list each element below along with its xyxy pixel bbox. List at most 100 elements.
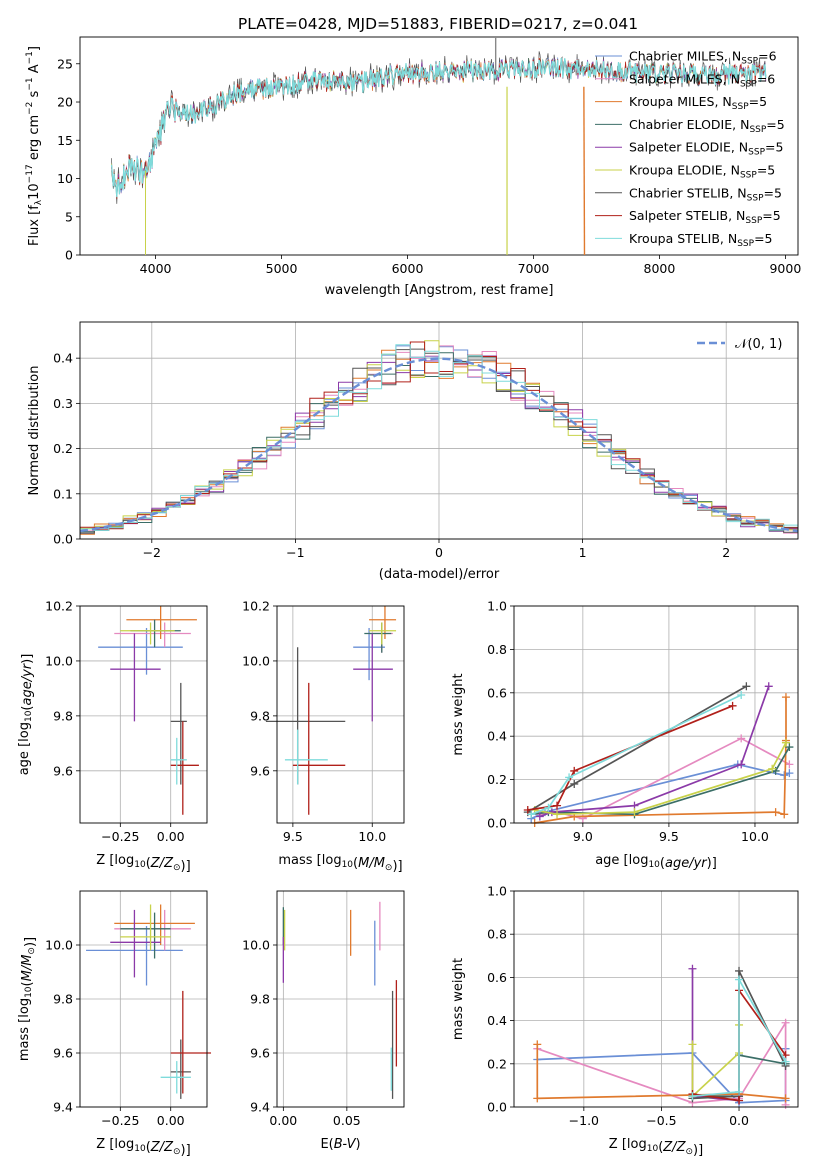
y-tick-label: 20 (57, 95, 73, 110)
residuals-panel: −2 −1 0 1 2 0.0 0.1 0.2 0.3 0.4 𝒩(0, 1) (data-model… (27, 321, 799, 582)
legend-label: Salpeter STELIB, NSSP=5 (629, 208, 781, 226)
legend-label-text: Chabrier STELIB, N (629, 185, 747, 200)
label-part: Z/Z (150, 856, 174, 871)
legend-label-count: =5 (757, 163, 775, 178)
age-vs-mass-panel: 9.5 10.0 9.6 9.8 10.0 10.2 mass [log10(M/M⊙)] (242, 599, 405, 874)
x-tick-label: 9000 (769, 261, 801, 276)
x-tick-label: 7000 (518, 261, 550, 276)
spectrum-line-kroupa-stelib (110, 57, 767, 198)
x-axis-label: Z [log10(Z/Z⊙)] (609, 1137, 703, 1158)
x-tick-label: 1 (579, 545, 587, 560)
y-tick-label: 9.4 (250, 1100, 270, 1115)
series-line-kroupa-stelib (530, 694, 742, 816)
spectrum-panel: 4000 5000 6000 7000 8000 9000 0 5 10 15 20 25 Chabri… (25, 36, 801, 298)
label-part: −1 (25, 77, 35, 90)
label-part: 10 (27, 183, 42, 200)
label-part: ] (398, 859, 403, 874)
label-part: ) (355, 1137, 360, 1152)
label-part: 10 (648, 860, 660, 870)
series-marker-chabrier-miles (780, 771, 789, 780)
series-marker-salpeter-stelib (735, 1096, 744, 1105)
y-tick-label: 25 (57, 56, 73, 71)
x-axis-label: mass [log10(M/M⊙)] (278, 853, 402, 874)
x-axis-label: wavelength [Angstrom, rest frame] (325, 283, 554, 298)
label-part: Z [ (96, 853, 114, 868)
label-part: ) (20, 659, 35, 664)
series-marker-salpeter-miles (785, 760, 794, 769)
label-part: ) (707, 856, 712, 871)
y-tick-label: 10.0 (45, 653, 73, 668)
y-tick-label: 0.0 (53, 532, 73, 547)
y-tick-label: 0 (65, 248, 73, 263)
legend-label: Chabrier ELODIE, NSSP=5 (629, 117, 785, 135)
massweight-vs-age-panel: 9.0 9.5 10.0 0.0 0.2 0.4 0.6 0.8 1.0 age [log10(a… (451, 599, 799, 871)
legend-label-count: =6 (758, 49, 776, 64)
legend-label-text: Salpeter MILES, N (629, 71, 740, 86)
label-part: ( (658, 1140, 663, 1155)
series-marker-chabrier-elodie (785, 743, 794, 752)
series-marker-salpeter-stelib (523, 805, 532, 814)
label-part: Z/Z (150, 1140, 174, 1155)
label-part: age/yr (665, 856, 708, 871)
mass-vs-Z-panel: −0.25 0.009.49.69.810.0Z [log10(Z/Z⊙)]mas… (17, 890, 212, 1158)
label-part: −2 (25, 102, 35, 115)
label-part: log (114, 1137, 134, 1152)
y-tick-label: 0.4 (53, 351, 73, 366)
legend-label-subscript: SSP (740, 171, 757, 181)
series-marker-kroupa-elodie (630, 808, 639, 817)
x-tick-label: −1.0 (569, 1113, 599, 1128)
label-part: ⊙ (27, 947, 37, 955)
label-part: age [ (17, 742, 32, 775)
y-tick-label: 9.8 (250, 992, 270, 1007)
y-tick-label: 15 (57, 133, 73, 148)
label-part: log (629, 853, 649, 868)
series-marker-salpeter-elodie (688, 964, 697, 973)
y-tick-label: 0.0 (487, 1100, 507, 1115)
label-part: −17 (25, 164, 35, 183)
label-part: log (322, 853, 342, 868)
axes-frame (79, 605, 208, 824)
series-marker-kroupa-stelib (737, 690, 746, 699)
axes-frame (276, 605, 405, 824)
label-part: 10 (647, 1144, 659, 1154)
label-part: ] (186, 859, 191, 874)
x-axis-label: Z [log10(Z/Z⊙)] (96, 1137, 190, 1158)
series-marker-kroupa-miles (533, 1094, 542, 1103)
x-tick-label: 9.5 (283, 829, 303, 844)
label-part: ) (181, 1143, 186, 1158)
x-tick-label: 9.5 (659, 829, 679, 844)
massweight-vs-Z-panel: −1.0 −0.5 0.0 0.0 0.2 0.4 0.6 0.8 1.0 Z [log10(Z/… (451, 884, 799, 1158)
y-tick-label: 0.2 (53, 441, 73, 456)
y-axis-label: Flux [fλ10−17 erg cm−2 s−1 A−1] (25, 46, 44, 246)
x-tick-label: −1 (286, 545, 304, 560)
series-marker-kroupa-miles (781, 1094, 790, 1103)
series-marker-kroupa-miles (533, 1040, 542, 1049)
axes-frame (79, 36, 799, 256)
legend-label-text: Kroupa STELIB, N (629, 231, 737, 246)
x-tick-label: 2 (722, 545, 730, 560)
x-tick-label: 0.05 (333, 1113, 361, 1128)
x-tick-label: 4000 (140, 261, 172, 276)
histogram-kroupa-stelib (80, 344, 798, 536)
x-tick-label: 6000 (392, 261, 424, 276)
label-part: ) (23, 942, 38, 947)
x-tick-label: 9.0 (573, 829, 593, 844)
y-tick-label: 1.0 (487, 599, 507, 614)
y-tick-label: 9.8 (250, 708, 270, 723)
label-part: log (627, 1137, 647, 1152)
label-part: ⊙ (385, 863, 393, 873)
x-tick-label: −0.25 (101, 829, 139, 844)
label-part: ⊙ (685, 1147, 693, 1157)
label-part: mass weight (451, 958, 466, 1040)
series-marker-kroupa-stelib (544, 803, 553, 812)
label-part: −1 (25, 51, 35, 64)
label-part: 10 (134, 1144, 146, 1154)
series-marker-kroupa-stelib (565, 773, 574, 782)
legend-label: Kroupa ELODIE, NSSP=5 (629, 163, 775, 181)
x-axis-label: Z [log10(Z/Z⊙)] (96, 853, 190, 874)
y-tick-label: 9.6 (250, 763, 270, 778)
legend-label: Salpeter ELODIE, NSSP=5 (629, 140, 783, 158)
x-axis-label: age [log10(age/yr)] (595, 853, 717, 871)
